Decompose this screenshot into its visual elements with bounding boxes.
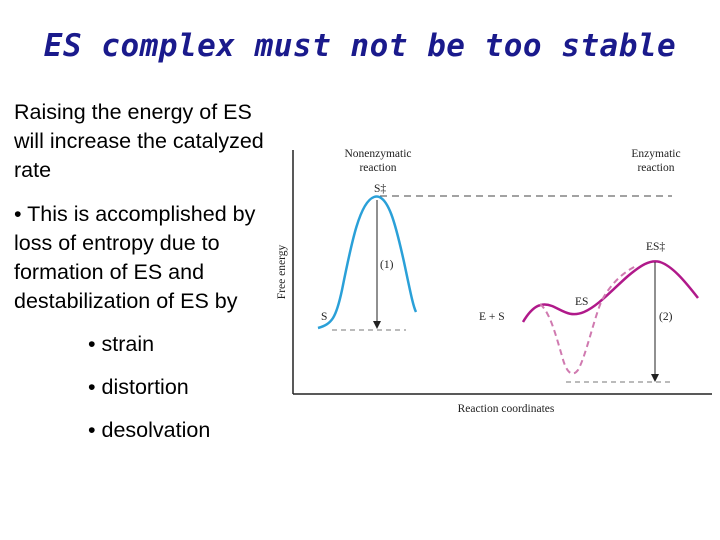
arrow-2-label: (2) <box>659 311 673 323</box>
enzymatic-label-1: Enzymatic <box>631 148 680 160</box>
nonenzymatic-curve <box>317 195 418 330</box>
paragraph-entropy: • This is accomplished by loss of entrop… <box>14 202 256 313</box>
x-axis-label: Reaction coordinates <box>458 403 555 415</box>
s-ts-label: S‡ <box>374 183 386 195</box>
bullet-strain: • strain <box>88 332 155 356</box>
enzymatic-curve <box>521 260 699 323</box>
slide-title: ES complex must not be too stable <box>43 28 677 64</box>
s-label: S <box>321 311 327 323</box>
nonenzymatic-label-2: reaction <box>359 162 396 174</box>
bullet-distortion: • distortion <box>88 375 189 399</box>
y-axis-label: Free energy <box>276 245 288 300</box>
es-ts-label: ES‡ <box>646 241 665 253</box>
bullet-desolvation: • desolvation <box>88 418 211 442</box>
es-label: ES <box>575 296 588 308</box>
dashed-es-curve <box>539 265 637 375</box>
paragraph-energy-es: Raising the energy of ES will increase t… <box>14 100 264 182</box>
e-plus-s-label: E + S <box>479 311 505 323</box>
arrow-1-label: (1) <box>380 259 394 271</box>
nonenzymatic-label-1: Nonenzymatic <box>344 148 411 160</box>
enzymatic-label-2: reaction <box>637 162 674 174</box>
